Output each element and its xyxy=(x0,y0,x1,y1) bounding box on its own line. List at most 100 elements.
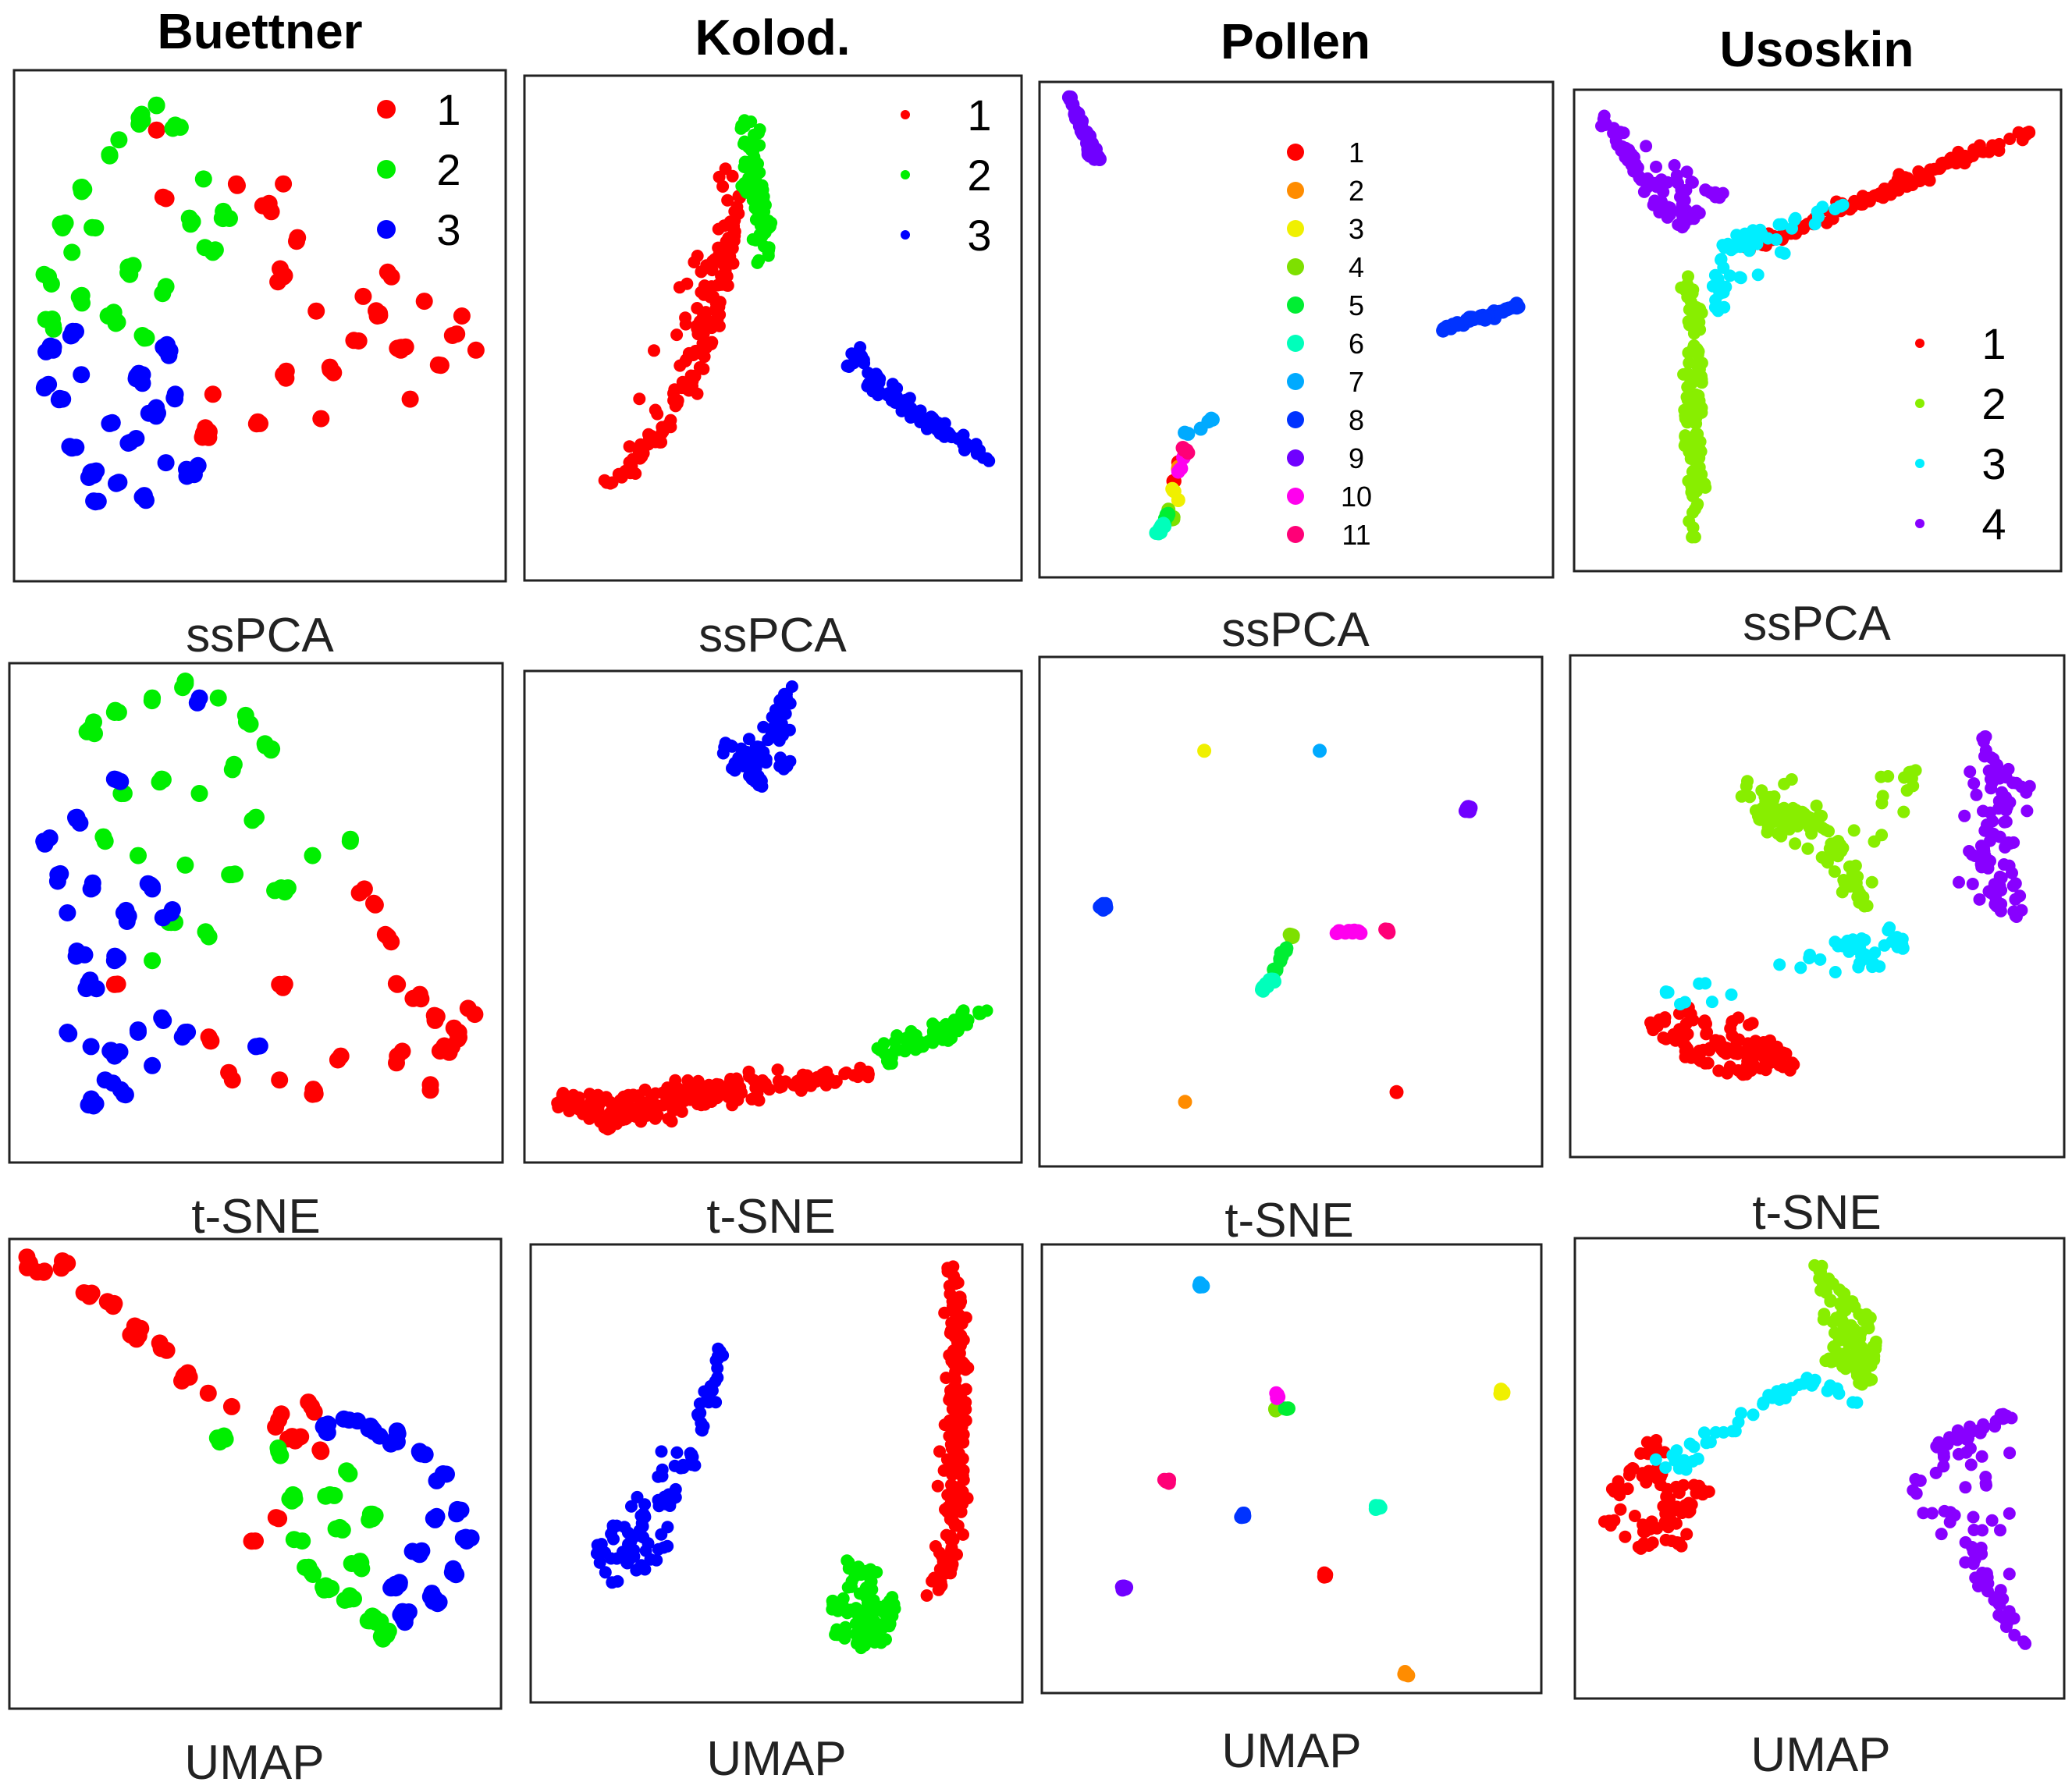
data-point-cluster-3 xyxy=(1772,218,1786,231)
data-point-cluster-4 xyxy=(1952,1447,1965,1461)
legend-label-10: 10 xyxy=(1341,481,1372,513)
data-point-cluster-1 xyxy=(695,286,708,299)
data-point-cluster-3 xyxy=(155,1012,172,1029)
data-point-cluster-4 xyxy=(2000,1609,2013,1622)
data-point-cluster-5 xyxy=(1281,1401,1295,1416)
data-point-cluster-2 xyxy=(315,1581,333,1599)
data-point-cluster-3 xyxy=(1704,1436,1717,1449)
data-point-cluster-3 xyxy=(1730,229,1743,242)
data-point-cluster-4 xyxy=(1973,1578,1985,1592)
data-point-cluster-1 xyxy=(959,1363,972,1376)
data-point-cluster-1 xyxy=(947,1358,961,1371)
data-point-cluster-4 xyxy=(1996,786,2009,799)
data-point-cluster-1 xyxy=(1679,1045,1692,1058)
data-point-cluster-1 xyxy=(1879,183,1893,196)
data-point-cluster-4 xyxy=(1672,176,1684,190)
data-point-cluster-4 xyxy=(1984,886,1997,900)
legend-label-2: 2 xyxy=(967,151,991,200)
data-point-cluster-2 xyxy=(1848,1301,1861,1313)
data-point-cluster-4 xyxy=(1977,1422,1990,1435)
data-point-cluster-2 xyxy=(1815,809,1828,822)
data-point-cluster-1 xyxy=(267,1418,285,1436)
data-point-cluster-2 xyxy=(1855,1308,1868,1322)
data-point-cluster-3 xyxy=(129,1021,147,1039)
data-point-cluster-2 xyxy=(882,1057,895,1070)
data-point-cluster-1 xyxy=(1634,1447,1647,1460)
legend-marker-3 xyxy=(1287,220,1304,237)
data-point-cluster-1 xyxy=(1604,1519,1617,1532)
data-point-cluster-1 xyxy=(1944,151,1957,165)
data-point-cluster-3 xyxy=(1786,222,1798,235)
data-point-cluster-1 xyxy=(1759,1063,1772,1077)
data-point-cluster-3 xyxy=(784,754,797,768)
data-point-cluster-1 xyxy=(955,1485,968,1498)
data-point-cluster-4 xyxy=(1625,147,1638,161)
data-point-cluster-1 xyxy=(1619,1530,1632,1543)
data-point-cluster-3 xyxy=(1832,939,1845,953)
data-point-cluster-1 xyxy=(1626,1462,1640,1475)
data-point-cluster-2 xyxy=(1693,355,1706,368)
data-point-cluster-2 xyxy=(1875,829,1889,842)
legend-label-2: 2 xyxy=(436,145,460,194)
data-point-cluster-1 xyxy=(1715,1043,1729,1056)
data-point-cluster-2 xyxy=(1767,812,1780,825)
data-point-cluster-4 xyxy=(1976,1524,1988,1537)
legend-marker-3 xyxy=(901,230,910,240)
data-point-cluster-3 xyxy=(748,754,761,768)
data-point-cluster-2 xyxy=(848,1570,862,1583)
data-point-cluster-1 xyxy=(1746,1062,1759,1075)
data-point-cluster-1 xyxy=(633,392,646,406)
data-point-cluster-2 xyxy=(1741,775,1754,788)
legend-label-2: 2 xyxy=(1349,175,1364,207)
data-point-cluster-1 xyxy=(2012,126,2025,139)
data-point-cluster-2 xyxy=(341,1587,359,1605)
data-point-cluster-1 xyxy=(742,1065,755,1078)
data-point-cluster-1 xyxy=(382,933,400,951)
data-point-cluster-2 xyxy=(1822,1273,1836,1285)
data-point-cluster-2 xyxy=(94,828,112,846)
data-point-cluster-2 xyxy=(297,1559,315,1576)
method-label-kolod-sspca: ssPCA xyxy=(698,609,847,662)
data-point-cluster-1 xyxy=(933,1445,946,1458)
data-point-cluster-2 xyxy=(1778,777,1791,790)
data-point-cluster-1 xyxy=(201,1032,219,1050)
data-point-cluster-4 xyxy=(1984,854,1996,868)
data-point-cluster-2 xyxy=(839,1620,852,1634)
data-point-cluster-1 xyxy=(940,1372,953,1384)
data-point-cluster-2 xyxy=(752,157,764,170)
data-point-cluster-2 xyxy=(838,1631,851,1645)
legend-label-3: 3 xyxy=(436,205,460,254)
panel-frame xyxy=(1573,88,2063,573)
data-point-cluster-4 xyxy=(1634,173,1647,186)
data-point-cluster-11 xyxy=(1179,443,1194,458)
data-point-cluster-3 xyxy=(77,980,95,998)
data-point-cluster-3 xyxy=(59,904,76,921)
data-point-cluster-1 xyxy=(300,1393,318,1411)
data-point-cluster-3 xyxy=(382,1579,400,1597)
data-point-cluster-3 xyxy=(854,349,867,361)
data-point-cluster-1 xyxy=(687,369,700,382)
data-point-cluster-1 xyxy=(453,307,471,325)
data-point-cluster-2 xyxy=(119,264,137,282)
data-point-cluster-1 xyxy=(728,205,741,218)
data-point-cluster-3 xyxy=(702,1396,716,1409)
data-point-cluster-3 xyxy=(973,444,986,457)
data-point-cluster-1 xyxy=(147,121,165,139)
data-point-cluster-1 xyxy=(679,318,692,331)
data-point-cluster-1 xyxy=(931,1479,944,1493)
data-point-cluster-2 xyxy=(1839,1362,1852,1376)
data-point-cluster-1 xyxy=(1977,145,1990,158)
data-point-cluster-3 xyxy=(147,399,165,417)
data-point-cluster-3 xyxy=(618,1521,631,1534)
method-label-kolod-umap: UMAP xyxy=(706,1732,846,1782)
data-point-cluster-1 xyxy=(393,1042,411,1060)
data-point-cluster-3 xyxy=(1789,211,1802,225)
data-point-cluster-3 xyxy=(684,1450,698,1463)
data-point-cluster-4 xyxy=(1978,730,1992,743)
data-point-cluster-3 xyxy=(1197,744,1212,758)
data-point-cluster-2 xyxy=(1693,323,1707,336)
data-point-cluster-1 xyxy=(98,1293,116,1311)
data-point-cluster-2 xyxy=(182,215,200,233)
legend-label-3: 3 xyxy=(1349,213,1364,245)
data-point-cluster-1 xyxy=(1389,1084,1404,1099)
